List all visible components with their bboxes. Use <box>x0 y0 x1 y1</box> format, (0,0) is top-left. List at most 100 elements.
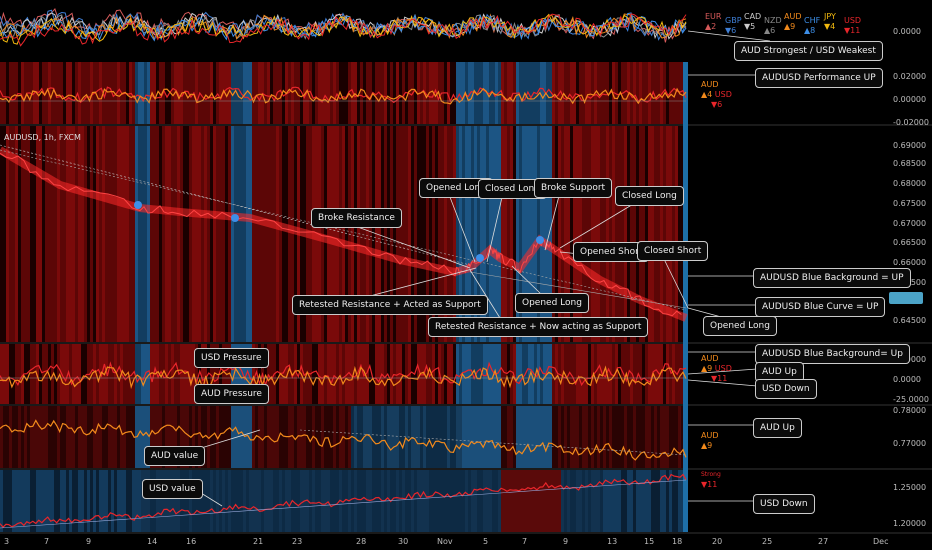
scale-p4-2: -25.0000 <box>893 395 929 404</box>
scale-p3-6: 0.66000 <box>893 258 927 267</box>
callout-broke-resistance: Broke Resistance <box>311 208 402 228</box>
xaxis-label-2: 9 <box>86 537 92 546</box>
p2-aud-label: AUD <box>701 80 719 89</box>
p4-aud-label: AUD <box>701 354 719 363</box>
p2-aud-value: ▲4 <box>701 90 713 99</box>
panel-usd-value <box>0 470 932 534</box>
scale-p5-1: 0.77000 <box>893 439 927 448</box>
legend-eur: EUR ▲2 <box>705 12 722 31</box>
legend-nzd: NZD ▲6 <box>764 16 782 35</box>
strength-line-aud <box>0 13 687 41</box>
p5-aud-label: AUD <box>701 431 719 440</box>
xaxis-label-9: Nov <box>437 537 453 546</box>
callout-blue-bg-up-2: AUDUSD Blue Background= Up <box>755 344 910 364</box>
scale-p6-0: 1.25000 <box>893 483 927 492</box>
xaxis-label-14: 15 <box>644 537 655 546</box>
strength-line-jpy <box>0 13 687 45</box>
blue-curve-mark <box>476 254 484 262</box>
current-price-tag <box>889 292 923 304</box>
legend-jpy: JPY ▼4 <box>824 12 836 31</box>
scale-p2-2: -0.02000 <box>893 118 929 127</box>
scale-p3-8: 0.64500 <box>893 316 927 325</box>
callout-aud-up-2: AUD Up <box>753 418 802 438</box>
scale-p3-3: 0.67500 <box>893 199 927 208</box>
xaxis-label-8: 30 <box>398 537 409 546</box>
legend-gbp: GBP ▼6 <box>725 16 742 35</box>
blue-curve-mark <box>231 214 239 222</box>
symbol-title: AUDUSD, 1h, FXCM <box>4 133 81 142</box>
pressure-aud-line <box>0 365 687 392</box>
callout-aud-strongest: AUD Strongest / USD Weakest <box>734 41 883 61</box>
scale-p3-2: 0.68000 <box>893 179 927 188</box>
blue-curve-mark <box>536 236 544 244</box>
trendline-1 <box>0 144 471 266</box>
scale-p1-0: 0.0000 <box>893 27 921 36</box>
performance-usd-line <box>0 86 687 104</box>
callout-opened-long-2: Opened Long <box>515 293 589 313</box>
p6-usd-value: ▼11 <box>701 480 718 489</box>
xaxis-label-13: 13 <box>607 537 618 546</box>
scale-p4-1: 0.0000 <box>893 375 921 384</box>
p4-usd-value: ▼11 <box>711 374 728 383</box>
callout-retested-1: Retested Resistance + Acted as Support <box>292 295 488 315</box>
scale-p3-1: 0.68500 <box>893 159 927 168</box>
strength-line-gbp <box>0 9 687 41</box>
scale-p3-4: 0.67000 <box>893 219 927 228</box>
scale-p3-0: 0.69000 <box>893 141 927 150</box>
callout-blue-curve-up: AUDUSD Blue Curve = UP <box>755 297 886 317</box>
callout-aud-pressure: AUD Pressure <box>194 384 269 404</box>
p4-legend: AUD ▲9 USD ▼11 <box>701 354 732 384</box>
aud-value-line <box>0 419 687 461</box>
xaxis-label-3: 14 <box>147 537 158 546</box>
legend-usd: USD ▼11 <box>844 16 862 35</box>
strength-line-usd <box>0 13 687 47</box>
legend-cad: CAD ▼5 <box>744 12 762 31</box>
p6-legend: Strong ▼11 <box>701 469 721 490</box>
p2-legend: AUD ▲4 USD ▼6 <box>701 80 732 110</box>
callout-closed-short: Closed Short <box>637 241 709 261</box>
p2-usd-label: USD <box>714 90 732 99</box>
panel-strength <box>0 0 686 60</box>
xaxis-label-11: 7 <box>522 537 528 546</box>
xaxis-label-12: 9 <box>563 537 569 546</box>
scale-p2-1: 0.00000 <box>893 95 927 104</box>
xaxis-label-15: 18 <box>672 537 683 546</box>
trendline-3 <box>469 271 687 309</box>
callout-perf-up: AUDUSD Performance UP <box>755 68 883 88</box>
xaxis-label-10: 5 <box>483 537 489 546</box>
callout-aud-value: AUD value <box>144 446 206 466</box>
xaxis-label-0: 3 <box>4 537 10 546</box>
callout-retested-2: Retested Resistance + Now acting as Supp… <box>428 317 649 337</box>
callout-usd-pressure: USD Pressure <box>194 348 269 368</box>
xaxis-label-17: 25 <box>762 537 773 546</box>
callout-usd-down-2: USD Down <box>753 494 815 514</box>
scale-p5-0: 0.78000 <box>893 406 927 415</box>
xaxis-label-18: 27 <box>818 537 829 546</box>
p5-aud-value: ▲9 <box>701 441 713 450</box>
scale-p3-5: 0.66500 <box>893 238 927 247</box>
xaxis-label-6: 23 <box>292 537 303 546</box>
xaxis-label-4: 16 <box>186 537 197 546</box>
legend-aud: AUD ▲9 <box>784 12 802 31</box>
xaxis-label-5: 21 <box>253 537 264 546</box>
callout-opened-long-3: Opened Long <box>703 316 777 336</box>
blue-curve-mark <box>134 201 142 209</box>
trendline-2 <box>0 149 687 311</box>
xaxis-label-19: Dec <box>873 537 889 546</box>
callout-broke-support: Broke Support <box>534 178 613 198</box>
callout-closed-long-1: Closed Long <box>478 179 547 199</box>
p4-usd-label: USD <box>714 364 732 373</box>
performance-aud-line <box>0 87 687 105</box>
p5-legend: AUD ▲9 <box>701 431 719 451</box>
p4-aud-value: ▲9 <box>701 364 713 373</box>
xaxis-label-1: 7 <box>44 537 50 546</box>
price-line <box>0 152 682 317</box>
scale-p2-0: 0.02000 <box>893 72 927 81</box>
legend-chf: CHF ▲8 <box>804 16 821 35</box>
callout-usd-down-1: USD Down <box>755 379 817 399</box>
xaxis-label-7: 28 <box>356 537 367 546</box>
callout-blue-bg-up: AUDUSD Blue Background = UP <box>753 268 911 288</box>
p2-usd-value: ▼6 <box>711 100 723 109</box>
scale-p6-1: 1.20000 <box>893 519 927 528</box>
